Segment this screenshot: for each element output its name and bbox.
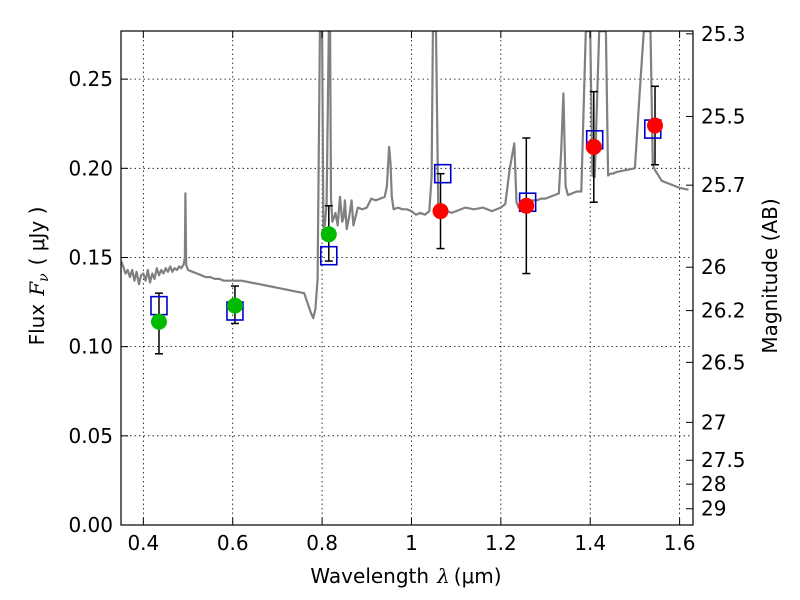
observed-point — [320, 226, 337, 243]
x-tick-label: 0.6 — [217, 531, 249, 555]
mag-tick-label: 26 — [701, 255, 726, 279]
x-tick-label: 1.6 — [664, 531, 696, 555]
mag-tick-label: 28 — [701, 472, 726, 496]
mag-tick-label: 27.5 — [701, 448, 746, 472]
y-axis-label: FluxFν( μJy ) — [25, 207, 52, 346]
observed-point — [226, 297, 243, 314]
plot-area — [121, 31, 689, 355]
x-tick-label: 1.2 — [485, 531, 517, 555]
y-tick-label: 0.15 — [68, 245, 113, 269]
x-tick-label: 0.8 — [306, 531, 338, 555]
observed-point — [585, 138, 602, 155]
axis-ticks: 0.4 0.6 0.8 1 1.2 1.4 1.6 0.00 0.05 0.10 0.15 0.20 0… — [68, 22, 745, 555]
x-tick-label: 1.4 — [574, 531, 606, 555]
model-square-marker — [433, 163, 452, 184]
observed-point — [432, 203, 449, 220]
x-axis-label: Wavelength λ (μm) — [310, 564, 501, 588]
mag-tick-label: 27 — [701, 410, 726, 434]
model-spectrum-line — [121, 31, 689, 320]
mag-tick-label: 26.5 — [701, 350, 746, 374]
x-tick-label: 0.4 — [127, 531, 159, 555]
mag-tick-label: 26.2 — [701, 299, 746, 323]
y-tick-label: 0.10 — [68, 335, 113, 359]
plot-frame — [120, 30, 694, 526]
y-tick-label: 0.05 — [68, 424, 113, 448]
observed-point — [150, 313, 167, 330]
mag-tick-label: 29 — [701, 497, 726, 521]
x-tick-label: 1 — [405, 531, 418, 555]
mag-tick-label: 25.5 — [701, 104, 746, 128]
model-square-marker — [319, 245, 338, 266]
mag-tick-label: 25.7 — [701, 173, 746, 197]
y-tick-label: 0.25 — [68, 67, 113, 91]
observed-point — [518, 197, 535, 214]
y-tick-label: 0.20 — [68, 156, 113, 180]
mag-tick-label: 25.3 — [701, 22, 746, 46]
y-tick-label: 0.00 — [68, 513, 113, 537]
right-axis-label: Magnitude (AB) — [758, 198, 782, 353]
observed-point — [647, 117, 664, 134]
